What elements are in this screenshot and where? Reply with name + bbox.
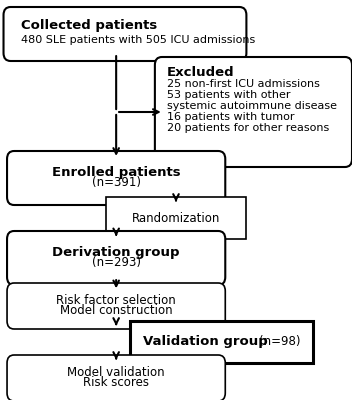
Text: Enrolled patients: Enrolled patients <box>52 166 181 179</box>
Text: Risk scores: Risk scores <box>83 376 149 389</box>
Text: systemic autoimmune disease: systemic autoimmune disease <box>167 101 337 111</box>
FancyBboxPatch shape <box>7 283 225 329</box>
Text: Model validation: Model validation <box>67 366 165 379</box>
FancyBboxPatch shape <box>7 151 225 205</box>
FancyBboxPatch shape <box>130 321 313 363</box>
Text: (n=391): (n=391) <box>92 176 141 189</box>
FancyBboxPatch shape <box>106 197 246 239</box>
Text: 25 non-first ICU admissions: 25 non-first ICU admissions <box>167 79 320 89</box>
Text: Randomization: Randomization <box>132 212 220 224</box>
Text: (n=293): (n=293) <box>92 256 141 269</box>
FancyBboxPatch shape <box>4 7 246 61</box>
Text: Excluded: Excluded <box>167 66 235 78</box>
Text: 20 patients for other reasons: 20 patients for other reasons <box>167 123 329 133</box>
Text: Collected patients: Collected patients <box>21 20 157 32</box>
Text: (n=98): (n=98) <box>259 336 300 348</box>
FancyBboxPatch shape <box>7 231 225 285</box>
Text: Validation group: Validation group <box>143 336 267 348</box>
FancyBboxPatch shape <box>155 57 352 167</box>
Text: 480 SLE patients with 505 ICU admissions: 480 SLE patients with 505 ICU admissions <box>21 35 255 45</box>
Text: 16 patients with tumor: 16 patients with tumor <box>167 112 295 122</box>
Text: Derivation group: Derivation group <box>52 246 180 259</box>
FancyBboxPatch shape <box>7 355 225 400</box>
Text: Risk factor selection: Risk factor selection <box>56 294 176 307</box>
Text: Model construction: Model construction <box>60 304 172 317</box>
Text: 53 patients with other: 53 patients with other <box>167 90 291 100</box>
